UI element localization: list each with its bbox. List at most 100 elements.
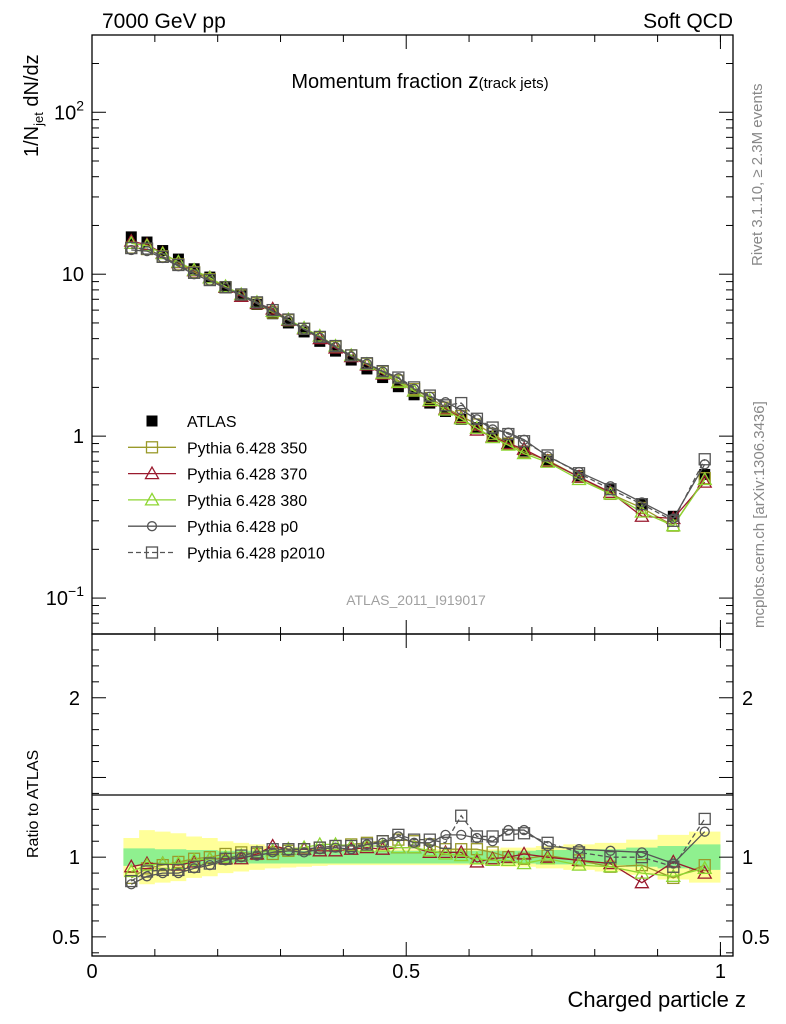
ratio-data-point <box>250 846 264 859</box>
main-data-point <box>698 453 711 466</box>
analysis-watermark: ATLAS_2011_I919017 <box>346 592 486 608</box>
ratio-data-point <box>123 863 139 878</box>
main-data-point <box>141 236 153 248</box>
legend-entry-pythia-6-428-350: Pythia 6.428 350 <box>128 440 307 457</box>
ratio-y-tick-label-right: 0.5 <box>742 927 770 949</box>
main-data-point <box>313 330 326 344</box>
main-title: Momentum fraction z(track jets) <box>291 70 548 93</box>
main-data-point <box>360 357 374 370</box>
ratio-data-point <box>392 828 405 842</box>
ratio-data-point <box>698 858 711 872</box>
ratio-data-point <box>139 857 155 871</box>
ratio-data-point <box>266 843 279 856</box>
ratio-data-point <box>455 843 468 856</box>
main-data-point <box>125 241 138 255</box>
legend-marker <box>144 465 160 480</box>
ratio-data-point <box>125 874 138 888</box>
main-data-point <box>282 313 295 326</box>
ratio-y-tick-label-right: 2 <box>742 688 753 710</box>
legend-marker <box>144 492 160 506</box>
main-data-point <box>170 254 187 268</box>
main-data-point <box>282 317 294 329</box>
ratio-data-point <box>541 836 554 849</box>
ratio-data-point <box>604 851 617 864</box>
ratio-data-point <box>265 842 281 857</box>
ratio-data-point <box>518 824 530 836</box>
x-axis-label: Charged particle z <box>567 987 746 1012</box>
legend-marker <box>145 546 159 559</box>
main-data-point <box>250 296 264 309</box>
main-data-point <box>571 469 587 483</box>
ratio-data-point <box>485 850 501 865</box>
main-data-point <box>541 449 554 462</box>
main-data-point <box>697 471 713 486</box>
legend-label: Pythia 6.428 380 <box>187 493 307 510</box>
main-title-subscript: (track jets) <box>479 75 549 92</box>
ratio-data-point <box>665 868 681 882</box>
main-data-point <box>668 513 679 524</box>
ratio-data-point <box>699 826 710 837</box>
ratio-data-point <box>500 849 516 863</box>
ratio-data-point <box>390 839 406 854</box>
main-y-tick-label: 10 <box>62 264 84 286</box>
main-data-point <box>329 339 342 353</box>
ratio-data-point <box>469 850 485 865</box>
ratio-data-point <box>602 858 619 873</box>
main-data-point <box>186 262 202 276</box>
main-data-point <box>187 266 201 279</box>
main-y-axis-label-rest: dN/dz <box>21 54 43 112</box>
ratio-data-point <box>329 839 342 853</box>
main-data-point <box>487 424 498 435</box>
ratio-data-point <box>439 843 452 856</box>
ratio-data-point <box>187 860 201 873</box>
ratio-data-point <box>359 839 375 854</box>
legend: ATLAS Pythia 6.428 350 Pythia 6.428 370 Pyt… <box>128 414 325 563</box>
ratio-panel: 2 2 1 1 0.5 0.5 0 0.5 1 Ratio to ATLAS Charged p… <box>25 633 770 1012</box>
ratio-data-point <box>486 830 499 843</box>
header-left-label: 7000 GeV pp <box>102 10 226 33</box>
x-tick-label: 0 <box>86 961 97 983</box>
ratio-data-point <box>605 845 616 856</box>
main-data-point <box>437 402 454 416</box>
legend-entry-pythia-6-428-p2010: Pythia 6.428 p2010 <box>128 546 325 563</box>
ratio-data-point <box>573 844 585 855</box>
ratio-data-point <box>697 860 713 874</box>
ratio-data-point <box>668 858 679 869</box>
x-tick-label: 0.5 <box>392 961 420 983</box>
main-data-point <box>486 421 499 434</box>
ratio-data-point <box>407 833 421 846</box>
legend-entry-atlas: ATLAS <box>146 414 237 431</box>
main-data-point <box>172 258 185 272</box>
ratio-y-tick-label-left: 2 <box>69 688 80 710</box>
main-title-text: Momentum fraction <box>291 71 468 93</box>
ratio-data-point <box>251 850 263 861</box>
main-data-point <box>604 483 617 496</box>
ratio-data-point <box>422 842 438 857</box>
main-y-tick-label-base: 10 <box>62 264 84 286</box>
ratio-data-point <box>172 863 185 877</box>
legend-marker <box>146 521 158 532</box>
ratio-data-point <box>571 857 587 871</box>
main-data-point <box>602 484 619 498</box>
ratio-data-point <box>376 835 389 848</box>
x-tick-label: 1 <box>715 961 726 983</box>
ratio-data-point <box>456 829 467 841</box>
main-data-point <box>188 263 200 275</box>
main-data-point <box>573 470 585 482</box>
ratio-series-pythia-6-428-p0 <box>126 824 710 890</box>
ratio-data-point <box>360 838 374 851</box>
main-panel-frame <box>91 34 734 635</box>
main-y-axis-label-subscript: jet <box>31 112 46 127</box>
ratio-data-point <box>539 850 556 865</box>
ratio-data-point <box>502 828 515 842</box>
main-data-point <box>667 510 679 522</box>
ratio-data-point <box>635 858 649 872</box>
header-right-label: Soft QCD <box>643 10 733 33</box>
ratio-data-point <box>424 837 435 848</box>
ratio-series-line <box>130 814 706 882</box>
main-panel-series <box>123 231 713 532</box>
ratio-data-point <box>572 846 586 859</box>
ratio-data-point <box>406 839 422 854</box>
ratio-data-point <box>156 863 169 877</box>
legend-entry-pythia-6-428-370: Pythia 6.428 370 <box>128 465 307 484</box>
